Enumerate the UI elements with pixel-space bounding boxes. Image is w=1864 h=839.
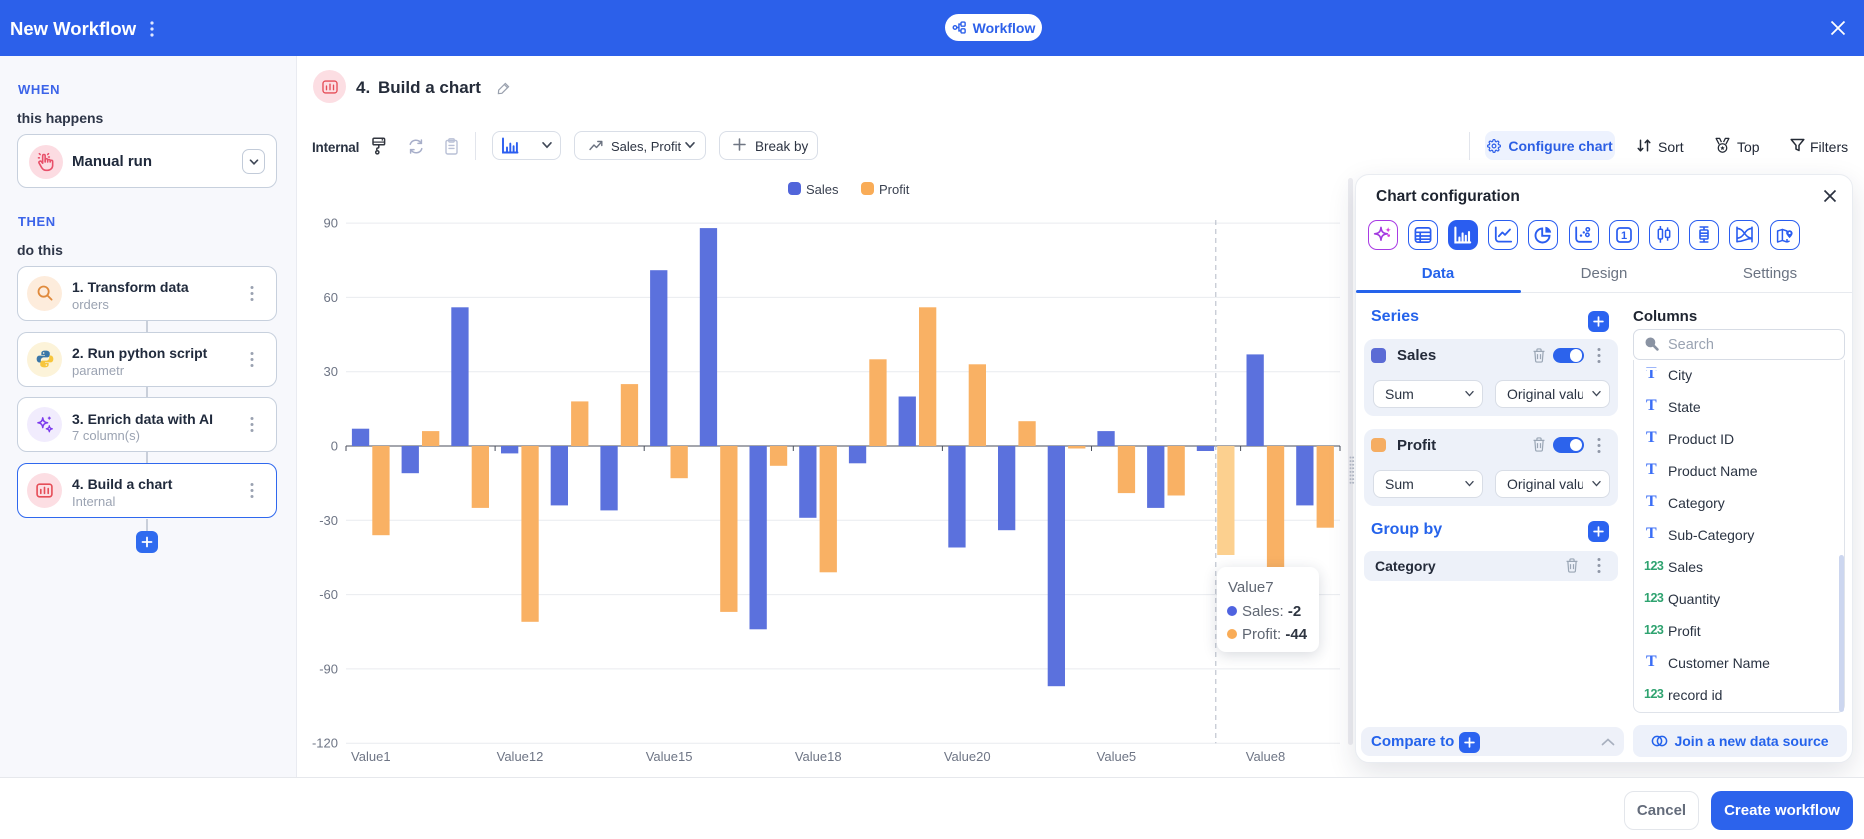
svg-text:Value1: Value1	[351, 749, 391, 764]
svg-text:Value20: Value20	[944, 749, 991, 764]
svg-text:Value18: Value18	[795, 749, 842, 764]
svg-text:Value12: Value12	[497, 749, 544, 764]
svg-text:60: 60	[324, 290, 338, 305]
svg-text:Value5: Value5	[1097, 749, 1137, 764]
svg-text:90: 90	[324, 216, 338, 231]
svg-text:Value15: Value15	[646, 749, 693, 764]
svg-text:30: 30	[324, 364, 338, 379]
svg-text:-30: -30	[319, 513, 338, 528]
svg-text:-60: -60	[319, 587, 338, 602]
svg-text:1: 1	[1621, 230, 1627, 242]
svg-text:-120: -120	[312, 736, 338, 751]
svg-text:-90: -90	[319, 661, 338, 676]
svg-text:0: 0	[331, 439, 338, 454]
svg-text:Value8: Value8	[1246, 749, 1286, 764]
